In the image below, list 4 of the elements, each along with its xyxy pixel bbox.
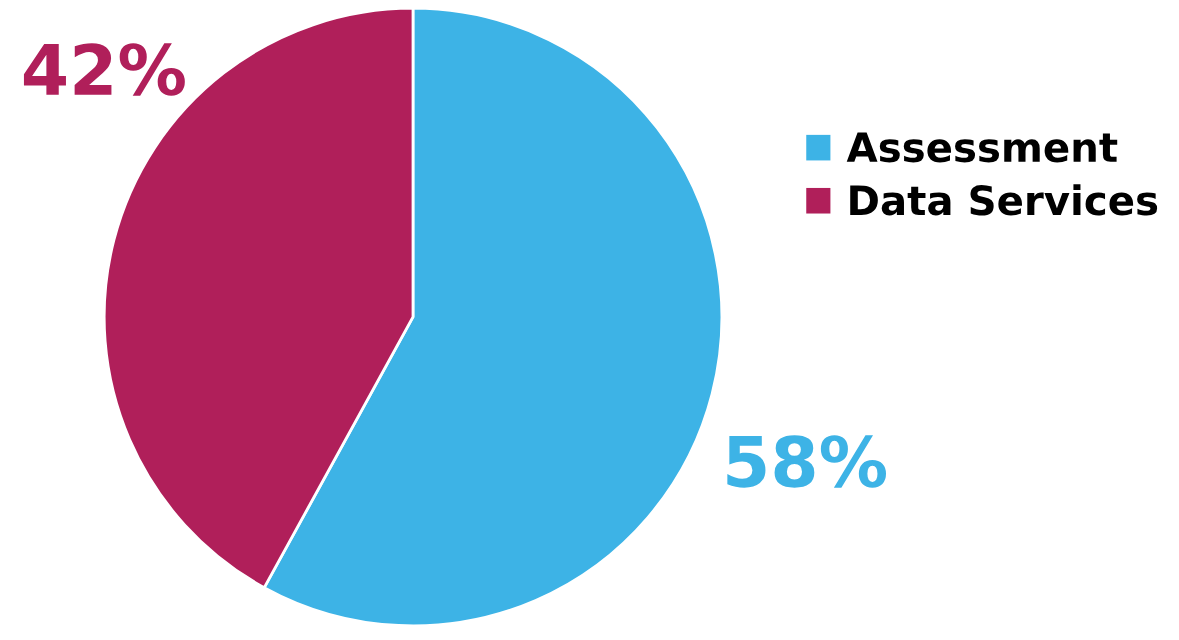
data-label: 58% [727, 435, 886, 488]
data-label: 42% [23, 43, 185, 96]
legend-label: Data Services [850, 184, 1158, 216]
legend-label: Assessment [846, 132, 1118, 163]
